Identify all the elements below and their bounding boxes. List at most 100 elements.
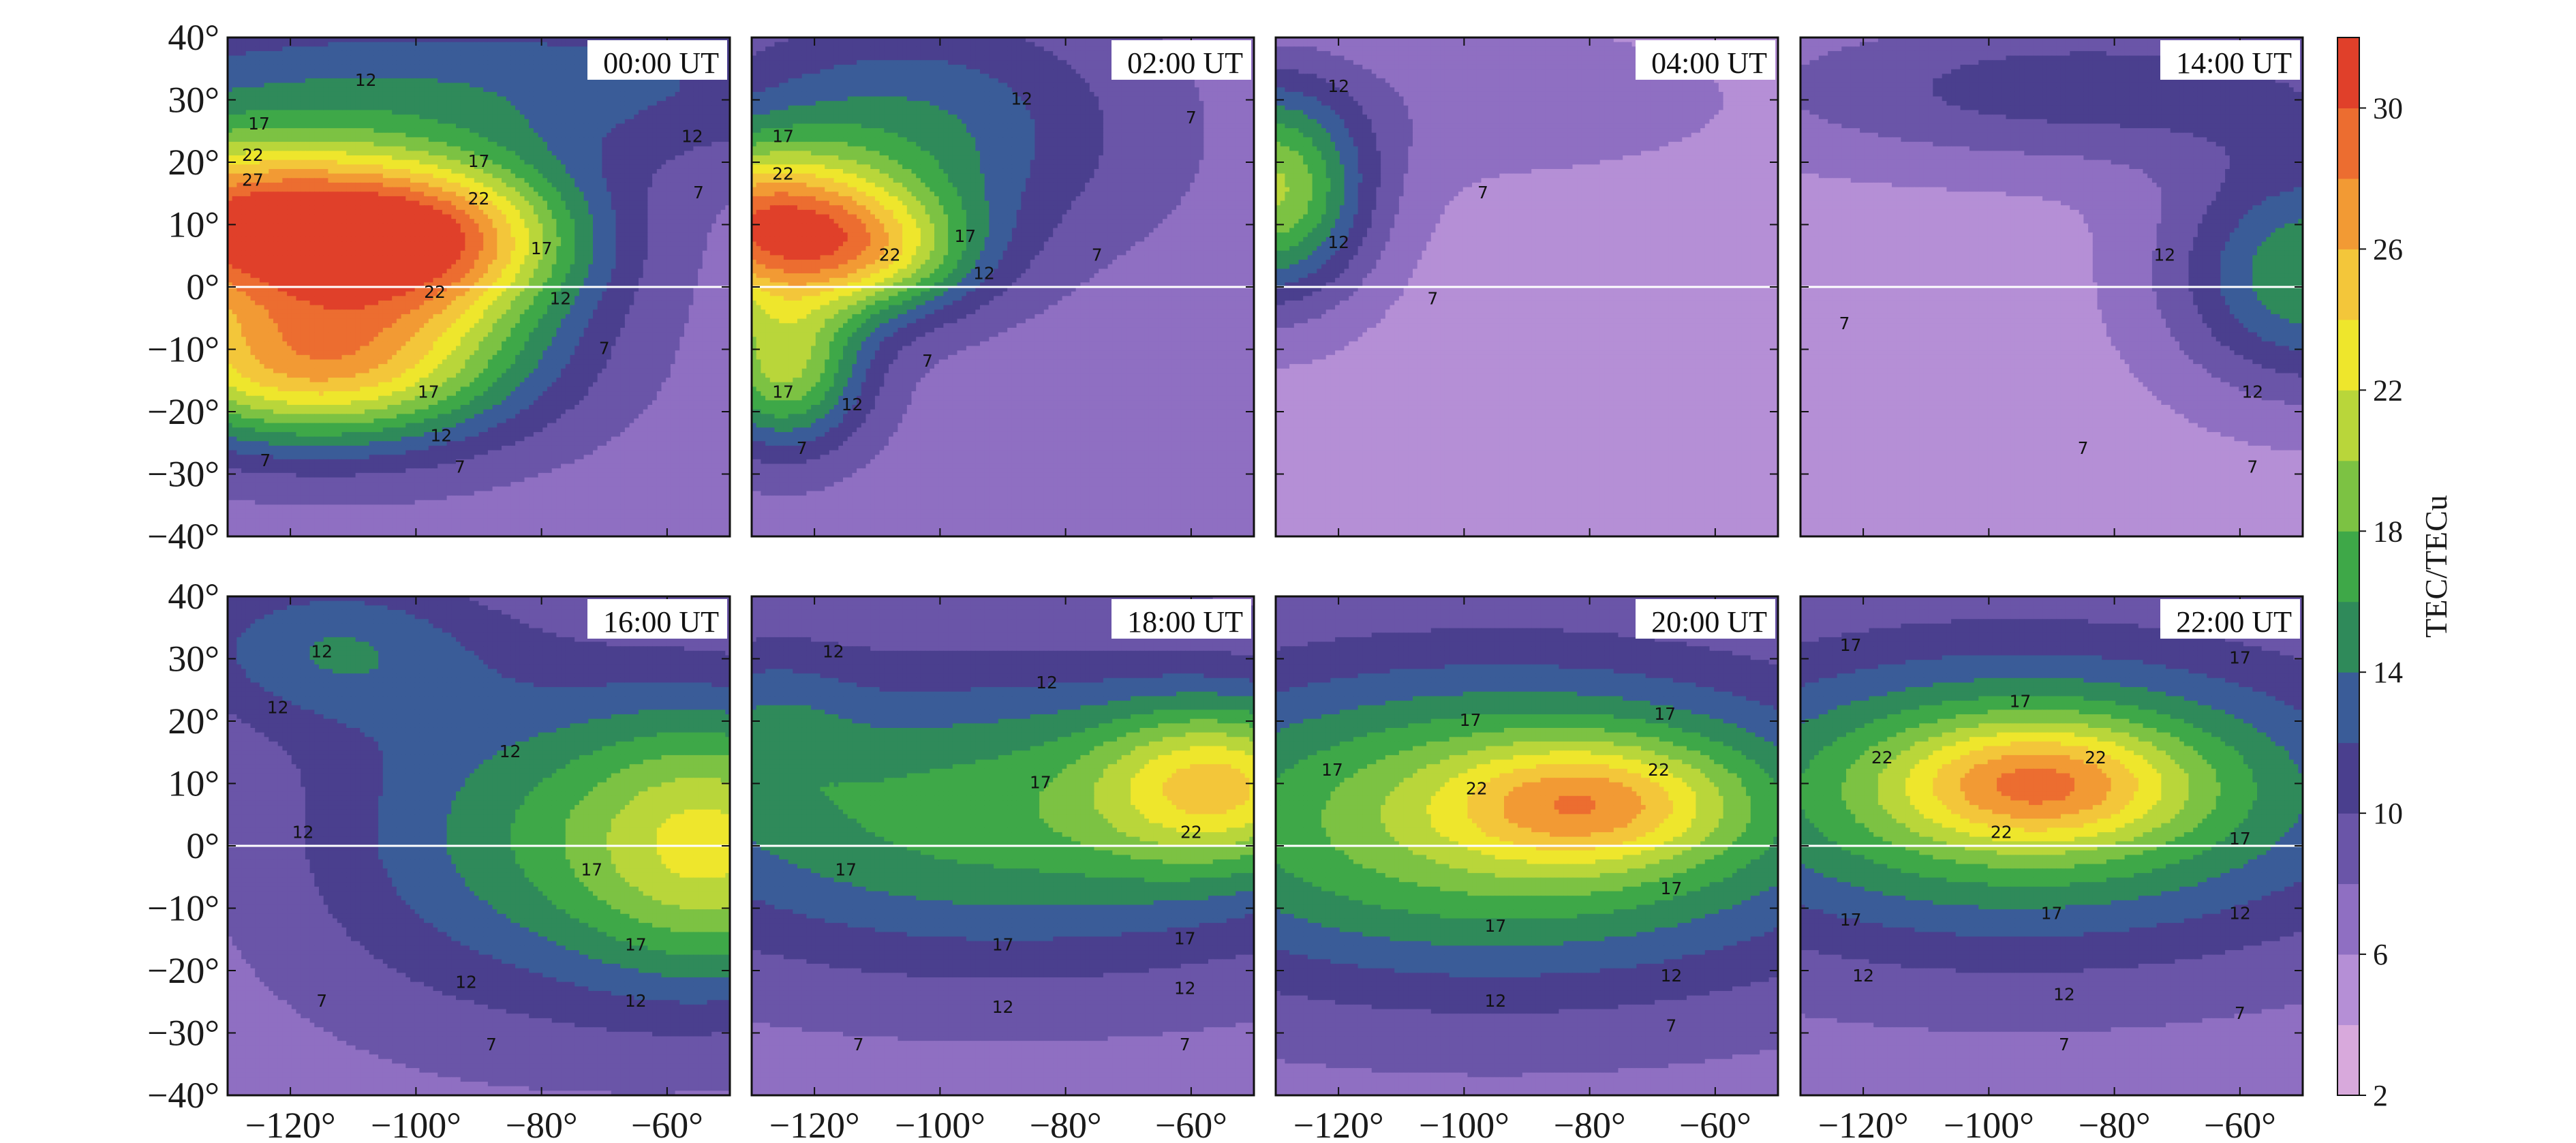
contour-label: 7 — [1092, 245, 1103, 264]
contour-label: 17 — [2010, 692, 2031, 712]
colorbar-tick-label: 30 — [2373, 91, 2403, 125]
y-tick-label: 10° — [168, 204, 219, 245]
contour-label: 12 — [992, 997, 1014, 1017]
contour-label: 17 — [418, 382, 440, 402]
contour-label: 22 — [1871, 748, 1893, 767]
panel-time-label: 04:00 UT — [1651, 46, 1767, 80]
x-tick-label: −100° — [1944, 1105, 2034, 1143]
contour-label: 17 — [1654, 704, 1676, 724]
contour-label: 7 — [797, 438, 808, 458]
contour-label: 22 — [2085, 748, 2106, 767]
y-tick-label: 0° — [186, 266, 219, 307]
contour-label: 7 — [2235, 1003, 2245, 1023]
contour-label: 12 — [1852, 966, 1874, 986]
contour-label: 12 — [823, 641, 844, 661]
contour-label: 22 — [1466, 779, 1488, 799]
contour-label: 7 — [599, 339, 610, 359]
contour-label: 7 — [2247, 457, 2258, 476]
x-tick-label: −80° — [1554, 1105, 1626, 1143]
contour-label: 12 — [625, 991, 647, 1011]
x-tick-label: −120° — [769, 1105, 860, 1143]
y-tick-label: −40° — [147, 516, 219, 557]
colorbar-segment — [2337, 672, 2359, 743]
contour-label: 12 — [1174, 978, 1196, 998]
x-tick-label: −120° — [245, 1105, 336, 1143]
x-tick-label: −60° — [2204, 1105, 2276, 1143]
colorbar-segment — [2337, 179, 2359, 249]
contour-label: 7 — [316, 991, 327, 1011]
colorbar-tick-label: 22 — [2373, 374, 2403, 407]
contour-label: 17 — [2229, 829, 2251, 849]
contour-label: 17 — [1030, 773, 1052, 793]
contour-label: 12 — [355, 70, 377, 90]
x-tick-label: −60° — [631, 1105, 703, 1143]
contour-label: 22 — [772, 164, 794, 183]
x-tick-label: −120° — [1293, 1105, 1384, 1143]
y-tick-label: 40° — [168, 576, 219, 617]
colorbar-tick-label: 14 — [2373, 656, 2403, 689]
contour-label: 17 — [531, 239, 553, 258]
contour-label: 17 — [581, 860, 602, 880]
contour-label: 12 — [2229, 904, 2251, 924]
y-tick-label: −10° — [147, 888, 219, 929]
contour-label: 12 — [1328, 232, 1349, 252]
contour-label: 7 — [853, 1035, 864, 1054]
colorbar-segment — [2337, 954, 2359, 1025]
contour-label: 12 — [2241, 382, 2263, 402]
contour-label: 12 — [841, 395, 863, 414]
contour-label: 17 — [1660, 879, 1682, 898]
colorbar-segment — [2337, 320, 2359, 391]
contour-label: 12 — [430, 426, 452, 446]
y-tick-label: −40° — [147, 1075, 219, 1116]
y-tick-label: 30° — [168, 80, 219, 121]
contour-label: 17 — [625, 934, 647, 954]
contour-label: 17 — [835, 860, 857, 880]
x-tick-label: −80° — [1030, 1105, 1102, 1143]
x-tick-label: −60° — [1679, 1105, 1751, 1143]
x-tick-label: −60° — [1155, 1105, 1227, 1143]
panel-time-label: 16:00 UT — [603, 605, 719, 639]
y-tick-label: 20° — [168, 701, 219, 742]
contour-label: 7 — [260, 451, 271, 470]
contour-label: 17 — [1485, 916, 1507, 936]
panel-time-label: 14:00 UT — [2176, 46, 2292, 80]
contour-label: 12 — [2153, 245, 2175, 264]
contour-label: 22 — [1180, 823, 1202, 842]
colorbar-segment — [2337, 461, 2359, 532]
contour-label: 17 — [1840, 635, 1862, 655]
contour-label: 12 — [1036, 673, 1058, 692]
colorbar-segment — [2337, 37, 2359, 108]
x-tick-label: −80° — [2079, 1105, 2151, 1143]
contour-label: 7 — [455, 457, 465, 476]
y-tick-label: 0° — [186, 825, 219, 866]
contour-label: 7 — [922, 351, 933, 371]
colorbar-segment — [2337, 602, 2359, 673]
colorbar-segment — [2337, 1025, 2359, 1096]
contour-label: 12 — [311, 641, 333, 661]
contour-label: 7 — [693, 183, 704, 202]
panel-time-label: 18:00 UT — [1127, 605, 1243, 639]
y-tick-label: −30° — [147, 1013, 219, 1054]
contour-label: 7 — [1427, 288, 1438, 308]
contour-label: 12 — [1485, 991, 1507, 1011]
y-tick-label: −30° — [147, 454, 219, 495]
colorbar-tick-label: 10 — [2373, 797, 2403, 830]
contour-label: 17 — [248, 114, 270, 134]
y-tick-label: −10° — [147, 329, 219, 370]
contour-label: 12 — [1328, 76, 1349, 96]
contour-label: 17 — [1840, 910, 1862, 930]
contour-label: 17 — [1460, 710, 1482, 730]
contour-label: 17 — [992, 934, 1014, 954]
x-tick-label: −80° — [506, 1105, 578, 1143]
contour-label: 7 — [1839, 314, 1850, 333]
y-tick-label: 40° — [168, 17, 219, 58]
panel-time-label: 20:00 UT — [1651, 605, 1767, 639]
contour-label: 17 — [1321, 760, 1343, 780]
contour-label: 22 — [879, 245, 901, 264]
